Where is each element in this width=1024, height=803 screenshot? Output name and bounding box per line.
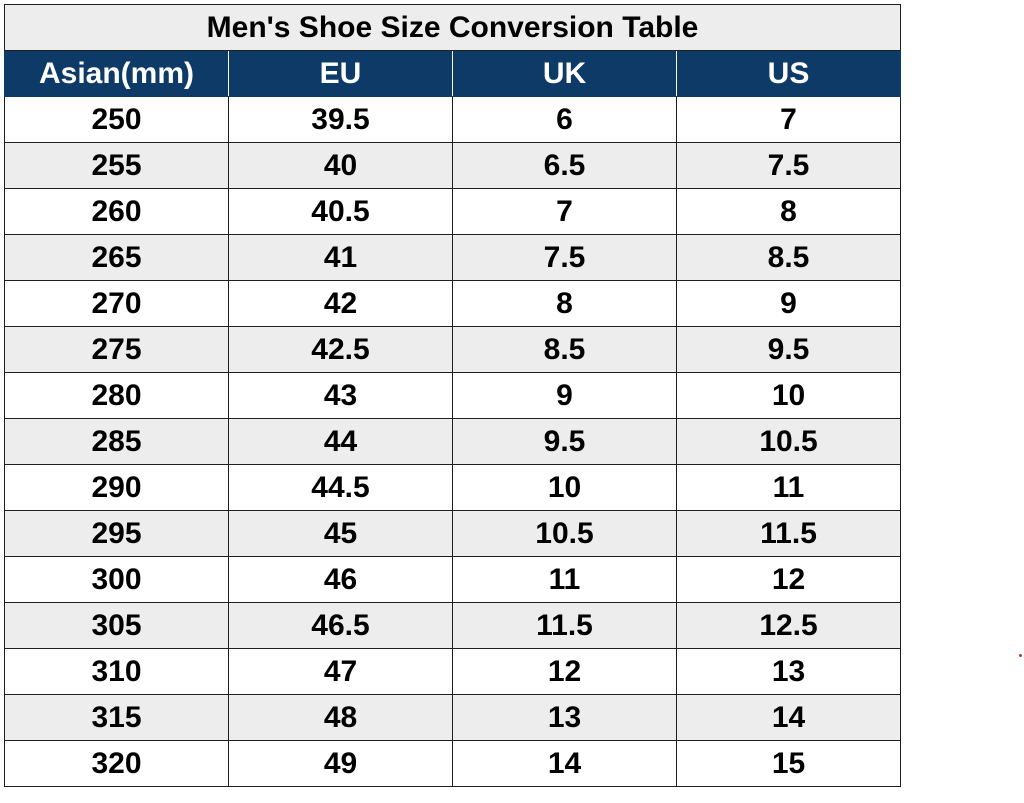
cell-eu: 40	[228, 142, 453, 189]
table-row: 255 40 6.5 7.5	[4, 142, 902, 189]
cell-asian-mm: 315	[4, 694, 229, 741]
cell-us: 7	[675, 96, 902, 143]
cell-us: 7.5	[675, 142, 902, 189]
cell-eu: 46.5	[228, 602, 453, 649]
cell-asian-mm: 270	[4, 280, 229, 327]
table-title: Men's Shoe Size Conversion Table	[3, 4, 902, 51]
cell-uk: 7.5	[452, 234, 677, 281]
table-row: 305 46.5 11.5 12.5	[4, 602, 902, 649]
cell-uk: 6	[452, 96, 677, 143]
cell-us: 8	[675, 188, 902, 235]
cell-eu: 39.5	[228, 96, 453, 143]
cell-eu: 49	[228, 740, 453, 787]
cell-us: 9.5	[675, 326, 902, 373]
table-row: 275 42.5 8.5 9.5	[4, 326, 902, 373]
cell-asian-mm: 300	[4, 556, 229, 603]
cell-us: 14	[675, 694, 902, 741]
cell-uk: 10	[452, 464, 677, 511]
table-row: 260 40.5 7 8	[4, 188, 902, 235]
cell-eu: 40.5	[228, 188, 453, 235]
cell-us: 11	[675, 464, 902, 511]
column-header-us: US	[675, 50, 902, 97]
cell-uk: 14	[452, 740, 677, 787]
cell-asian-mm: 280	[4, 372, 229, 419]
cell-eu: 44.5	[228, 464, 453, 511]
cell-eu: 47	[228, 648, 453, 695]
cell-eu: 45	[228, 510, 453, 557]
table-row: 285 44 9.5 10.5	[4, 418, 902, 465]
cell-uk: 11.5	[452, 602, 677, 649]
cell-us: 10	[675, 372, 902, 419]
cell-asian-mm: 310	[4, 648, 229, 695]
cell-asian-mm: 260	[4, 188, 229, 235]
cell-eu: 46	[228, 556, 453, 603]
cell-asian-mm: 275	[4, 326, 229, 373]
table-row: 280 43 9 10	[4, 372, 902, 419]
cell-uk: 10.5	[452, 510, 677, 557]
cell-us: 13	[675, 648, 902, 695]
cell-us: 15	[675, 740, 902, 787]
cell-eu: 48	[228, 694, 453, 741]
table-row: 265 41 7.5 8.5	[4, 234, 902, 281]
cell-asian-mm: 320	[4, 740, 229, 787]
cell-uk: 13	[452, 694, 677, 741]
cell-uk: 9	[452, 372, 677, 419]
cell-uk: 8	[452, 280, 677, 327]
table-row: 315 48 13 14	[4, 694, 902, 741]
cell-eu: 44	[228, 418, 453, 465]
cell-eu: 42.5	[228, 326, 453, 373]
cell-asian-mm: 295	[4, 510, 229, 557]
table-row: 290 44.5 10 11	[4, 464, 902, 511]
cell-eu: 43	[228, 372, 453, 419]
cell-asian-mm: 265	[4, 234, 229, 281]
table-row: 250 39.5 6 7	[4, 96, 902, 143]
cell-uk: 7	[452, 188, 677, 235]
cell-us: 12.5	[675, 602, 902, 649]
cell-uk: 11	[452, 556, 677, 603]
cell-uk: 6.5	[452, 142, 677, 189]
cell-uk: 8.5	[452, 326, 677, 373]
cell-uk: 12	[452, 648, 677, 695]
column-header-uk: UK	[452, 50, 677, 97]
cell-asian-mm: 250	[4, 96, 229, 143]
table-row: 310 47 12 13	[4, 648, 902, 695]
table-row: 270 42 8 9	[4, 280, 902, 327]
cell-us: 8.5	[675, 234, 902, 281]
cell-asian-mm: 285	[4, 418, 229, 465]
cell-eu: 42	[228, 280, 453, 327]
cell-us: 9	[675, 280, 902, 327]
column-header-row: Asian(mm) EU UK US	[4, 50, 902, 97]
cell-asian-mm: 290	[4, 464, 229, 511]
column-header-asian-mm: Asian(mm)	[4, 50, 229, 97]
stray-mark	[1019, 654, 1022, 657]
table-row: 300 46 11 12	[4, 556, 902, 603]
table-row: 295 45 10.5 11.5	[4, 510, 902, 557]
table-body: 250 39.5 6 7 255 40 6.5 7.5 260 40.5 7 8 265 41 7.5 8.5…	[4, 96, 902, 787]
title-row: Men's Shoe Size Conversion Table	[3, 4, 902, 51]
cell-asian-mm: 305	[4, 602, 229, 649]
column-header-eu: EU	[228, 50, 453, 97]
cell-us: 12	[675, 556, 902, 603]
cell-us: 11.5	[675, 510, 902, 557]
cell-uk: 9.5	[452, 418, 677, 465]
size-conversion-table: Men's Shoe Size Conversion Table Asian(m…	[3, 4, 902, 787]
cell-eu: 41	[228, 234, 453, 281]
cell-us: 10.5	[675, 418, 902, 465]
cell-asian-mm: 255	[4, 142, 229, 189]
table-row: 320 49 14 15	[4, 740, 902, 787]
